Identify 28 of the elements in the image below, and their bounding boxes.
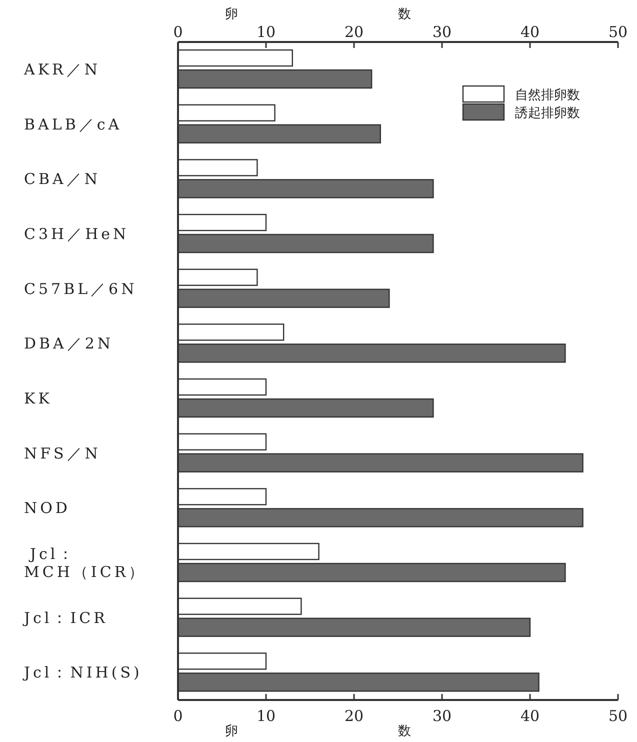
y-tick-label: C3H／HeN (24, 224, 130, 243)
x-tick-label: 20 (344, 23, 364, 41)
x2-tick-label: 40 (520, 707, 540, 725)
x-tick-label: 0 (173, 23, 183, 41)
y-tick-label: C57BL／6N (24, 280, 138, 298)
y-tick-label: Jcl：ICR (22, 608, 108, 627)
x-tick-label: 40 (520, 23, 540, 41)
y-tick-label: NOD (24, 499, 70, 518)
x2-axis-title: 卵数 (225, 7, 571, 22)
y-tick-label: Jcl： MCH（ICR） (24, 544, 147, 581)
y-tick-label: KK (24, 389, 52, 408)
x2-tick-label: 20 (344, 707, 364, 725)
y-tick-label: BALB／cA (24, 115, 122, 134)
y-tick-label: DBA／2N (24, 334, 114, 353)
legend-label: 自然排卵数 (515, 88, 580, 103)
x-axis-title: 卵数 (225, 724, 571, 739)
y-tick-label: CBA／N (24, 170, 100, 188)
x-tick-label: 10 (256, 23, 276, 41)
legend-label: 誘起排卵数 (515, 106, 580, 121)
x-tick-label: 50 (608, 23, 628, 41)
y-tick-label: NFS／N (24, 444, 101, 462)
x-tick-label: 30 (432, 23, 452, 41)
x2-tick-label: 10 (256, 707, 276, 725)
x2-tick-label: 50 (608, 707, 628, 725)
y-tick-label: Jcl：NIH(S) (22, 664, 142, 682)
y-tick-label: AKR／N (23, 60, 100, 78)
x2-tick-label: 30 (432, 707, 452, 725)
x2-tick-label: 0 (173, 707, 183, 725)
